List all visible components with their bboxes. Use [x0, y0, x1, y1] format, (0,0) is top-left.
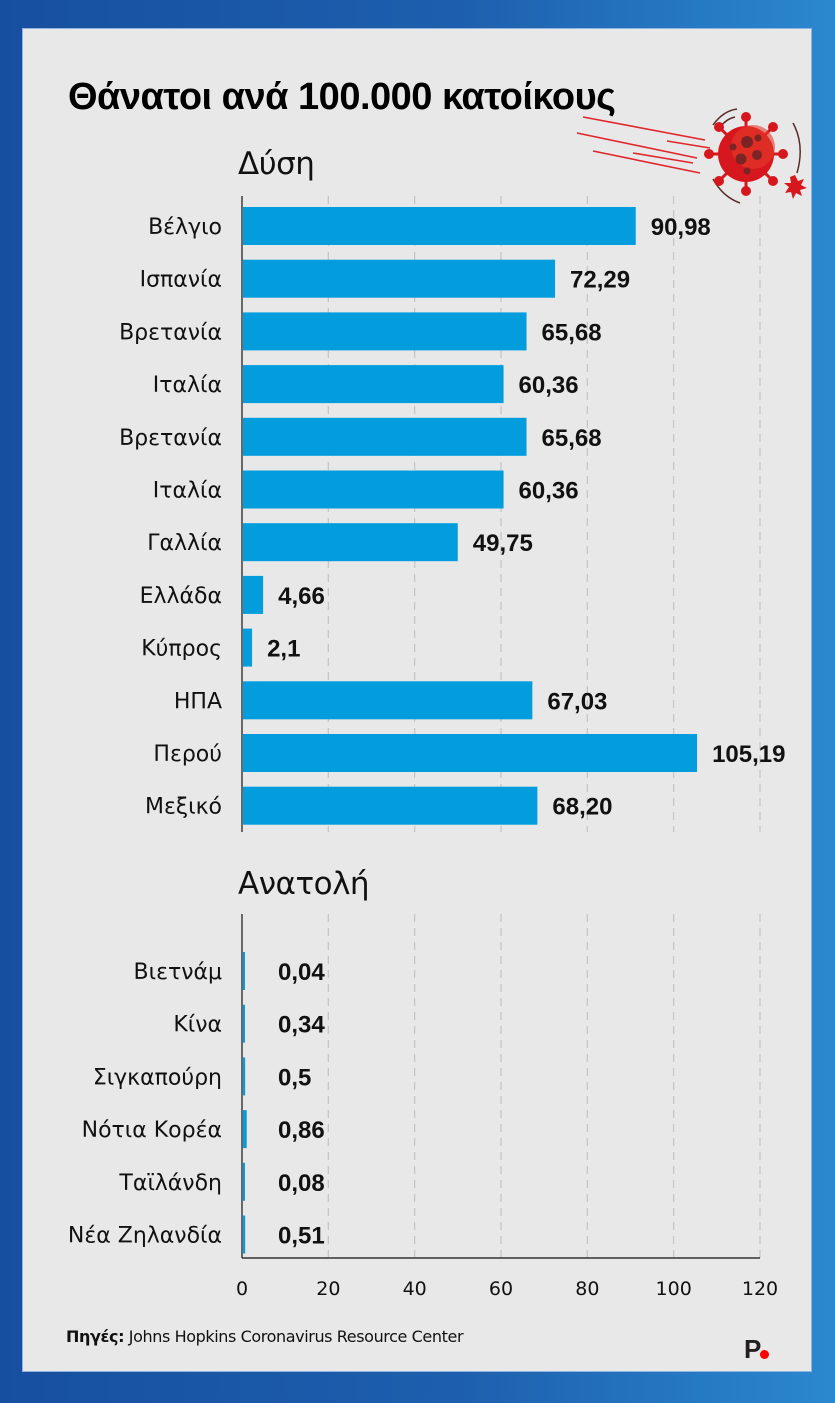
value-label: 0,5 — [278, 1064, 311, 1091]
value-label: 68,20 — [552, 794, 612, 821]
bar — [243, 470, 504, 509]
bar — [243, 786, 538, 825]
category-label: Βρετανία — [119, 320, 222, 345]
group-title-east: Ανατολή — [238, 866, 370, 902]
category-label: ΗΠΑ — [174, 689, 222, 714]
value-label: 72,29 — [570, 267, 630, 294]
bar — [243, 259, 556, 298]
value-label: 60,36 — [519, 478, 579, 505]
group-title-west: Δύση — [238, 146, 315, 182]
value-label: 65,68 — [542, 319, 602, 346]
value-label: 60,36 — [519, 372, 579, 399]
bar — [243, 1162, 245, 1201]
x-tick-label: 80 — [575, 1278, 599, 1300]
bar — [243, 628, 253, 667]
value-label: 4,66 — [278, 583, 325, 610]
category-label: Βρετανία — [119, 426, 222, 451]
bar — [243, 734, 698, 772]
value-label: 0,08 — [278, 1170, 325, 1197]
value-label: 0,51 — [278, 1223, 325, 1250]
source-text: Johns Hopkins Coronavirus Resource Cente… — [128, 1327, 464, 1346]
chart-title: Θάνατοι ανά 100.000 κατοίκους — [68, 76, 616, 118]
bar — [243, 365, 504, 404]
category-label: Κίνα — [173, 1013, 222, 1038]
bar — [243, 952, 245, 990]
value-label: 65,68 — [542, 425, 602, 452]
bar — [243, 417, 527, 456]
category-label: Περού — [153, 742, 222, 767]
value-label: 0,34 — [278, 1012, 325, 1039]
category-label: Ιταλία — [153, 479, 222, 504]
x-tick-label: 120 — [742, 1278, 778, 1300]
category-label: Μεξικό — [145, 795, 222, 820]
source-label: Πηγές: — [66, 1327, 125, 1346]
publisher-logo: P — [744, 1334, 762, 1364]
x-tick-label: 60 — [489, 1278, 513, 1300]
bar — [243, 1004, 245, 1043]
category-label: Νότια Κορέα — [82, 1118, 222, 1143]
bar — [243, 1215, 246, 1254]
category-label: Ελλάδα — [140, 584, 222, 609]
category-label: Νέα Ζηλανδία — [68, 1224, 222, 1249]
x-tick-label: 40 — [403, 1278, 427, 1300]
source-note: Πηγές: Johns Hopkins Coronavirus Resourc… — [66, 1327, 464, 1346]
bar — [243, 681, 533, 720]
category-label: Γαλλία — [147, 531, 222, 556]
value-label: 105,19 — [712, 741, 785, 768]
value-label: 90,98 — [651, 214, 711, 241]
bar — [243, 523, 458, 562]
value-label: 0,04 — [278, 959, 325, 986]
value-label: 0,86 — [278, 1117, 325, 1144]
bar — [243, 1110, 247, 1149]
bar — [243, 575, 264, 614]
category-label: Ισπανία — [140, 268, 222, 293]
x-tick-label: 100 — [656, 1278, 692, 1300]
x-tick-label: 0 — [236, 1278, 248, 1300]
coronavirus-icon — [576, 108, 807, 204]
bar — [243, 312, 527, 351]
category-label: Ιταλία — [153, 373, 222, 398]
x-tick-label: 20 — [316, 1278, 340, 1300]
bar — [243, 207, 636, 245]
bar — [243, 1057, 246, 1096]
category-label: Βιετνάμ — [134, 960, 222, 985]
category-label: Βέλγιο — [148, 215, 222, 240]
logo-dot-icon — [760, 1350, 769, 1359]
value-label: 67,03 — [547, 688, 607, 715]
value-label: 49,75 — [473, 530, 533, 557]
value-label: 2,1 — [267, 636, 300, 663]
category-label: Ταϊλάνδη — [118, 1171, 222, 1196]
category-label: Σιγκαπούρη — [93, 1065, 222, 1090]
category-label: Κύπρος — [141, 637, 222, 662]
